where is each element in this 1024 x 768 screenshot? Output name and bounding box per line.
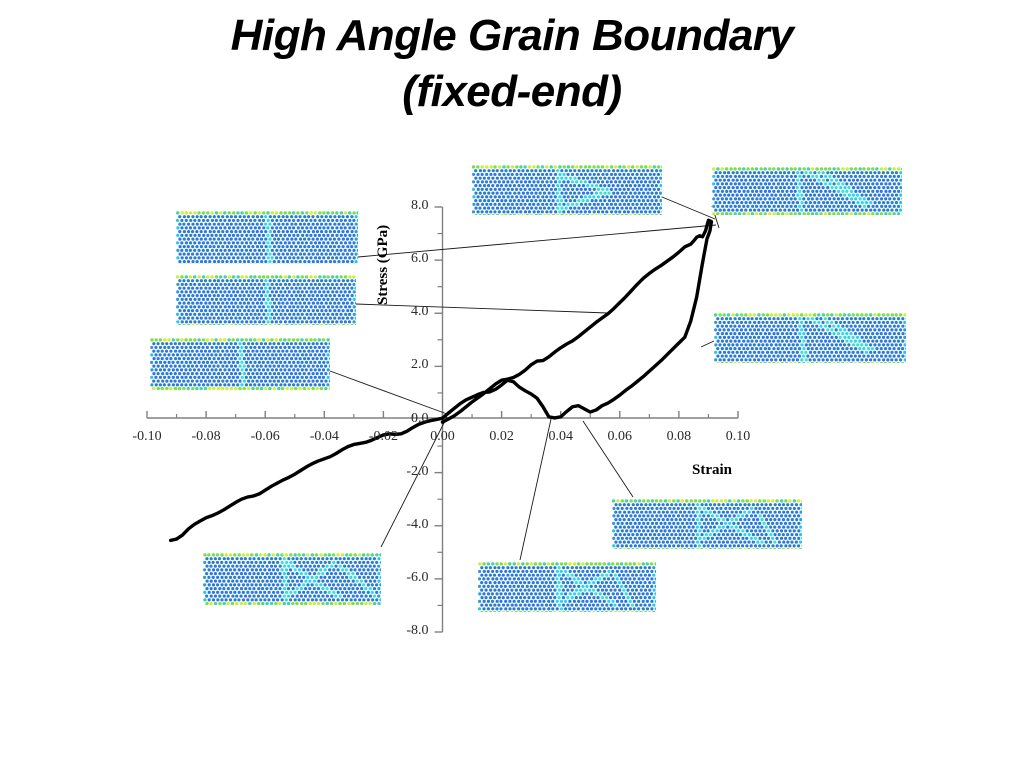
y-axis-tick-label: -6.0 <box>406 569 429 585</box>
x-axis-tick-label: -0.08 <box>191 429 221 444</box>
snapshot-right-mid <box>714 313 906 363</box>
page-title-line-1: High Angle Grain Boundary <box>230 11 794 60</box>
y-axis-tick-label: -8.0 <box>406 623 429 638</box>
y-axis-tick-label: 0.0 <box>411 410 429 426</box>
y-axis-tick-label: 6.0 <box>411 251 429 267</box>
snapshot-top-right <box>712 167 902 215</box>
x-axis-tick-label: -0.04 <box>309 429 339 444</box>
callout-bottom-mid <box>519 418 552 561</box>
snapshot-bottom-left <box>203 553 381 605</box>
snapshot-top-center-atoms <box>472 165 662 215</box>
snapshot-left-middle-atoms <box>176 275 356 325</box>
callout-left-lower <box>329 370 448 415</box>
snapshot-top-center <box>472 165 662 215</box>
snapshot-bottom-left-atoms <box>203 553 381 605</box>
snapshot-left-lower-atoms <box>150 338 330 390</box>
x-axis-tick-label: 0.08 <box>666 429 692 444</box>
snapshot-bottom-right-atoms <box>612 499 802 549</box>
callout-top-center <box>661 196 716 220</box>
snapshot-left-middle <box>176 275 356 325</box>
callout-left-middle <box>355 303 609 314</box>
y-axis-tick-label: -2.0 <box>406 463 429 479</box>
snapshot-top-right-atoms <box>712 167 902 215</box>
page-title-line-2: (fixed-end) <box>402 66 622 116</box>
snapshot-right-mid-atoms <box>714 313 906 363</box>
snapshot-bottom-right <box>612 499 802 549</box>
stress-strain-curve <box>168 218 714 543</box>
x-axis-tick-label: 0.00 <box>430 429 455 444</box>
snapshot-bottom-mid-atoms <box>478 562 656 612</box>
callout-right-mid <box>700 340 715 348</box>
callout-bottom-right <box>582 420 634 498</box>
snapshot-left-upper <box>176 211 358 264</box>
x-axis-title: Strain <box>692 462 733 478</box>
x-axis-tick-label: 0.10 <box>725 429 751 444</box>
y-axis-tick-label: 2.0 <box>411 357 429 373</box>
y-axis-tick-label: -4.0 <box>406 516 429 532</box>
y-axis-tick-label: 4.0 <box>411 304 429 320</box>
x-axis-tick-label: -0.10 <box>132 429 162 444</box>
snapshot-bottom-mid <box>478 562 656 612</box>
x-axis-tick-label: 0.02 <box>489 429 514 444</box>
x-axis-tick-label: -0.02 <box>368 429 398 444</box>
page-title: High Angle Grain Boundary (fixed-end) <box>0 8 1024 120</box>
callout-bottom-left <box>380 416 448 548</box>
x-axis-tick-label: 0.06 <box>607 429 633 444</box>
snapshot-left-lower <box>150 338 330 390</box>
x-axis-tick-label: 0.04 <box>548 429 573 444</box>
x-axis-tick-label: -0.06 <box>250 429 280 444</box>
snapshot-left-upper-atoms <box>176 211 358 264</box>
callout-left-upper <box>357 224 717 258</box>
y-axis-tick-label: 8.0 <box>411 198 429 213</box>
